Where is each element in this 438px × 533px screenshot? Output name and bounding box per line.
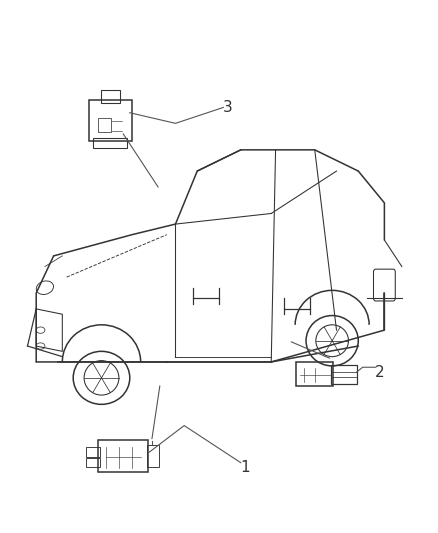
Text: 3: 3: [223, 100, 233, 115]
Text: 1: 1: [240, 461, 250, 475]
Text: 2: 2: [375, 365, 385, 380]
